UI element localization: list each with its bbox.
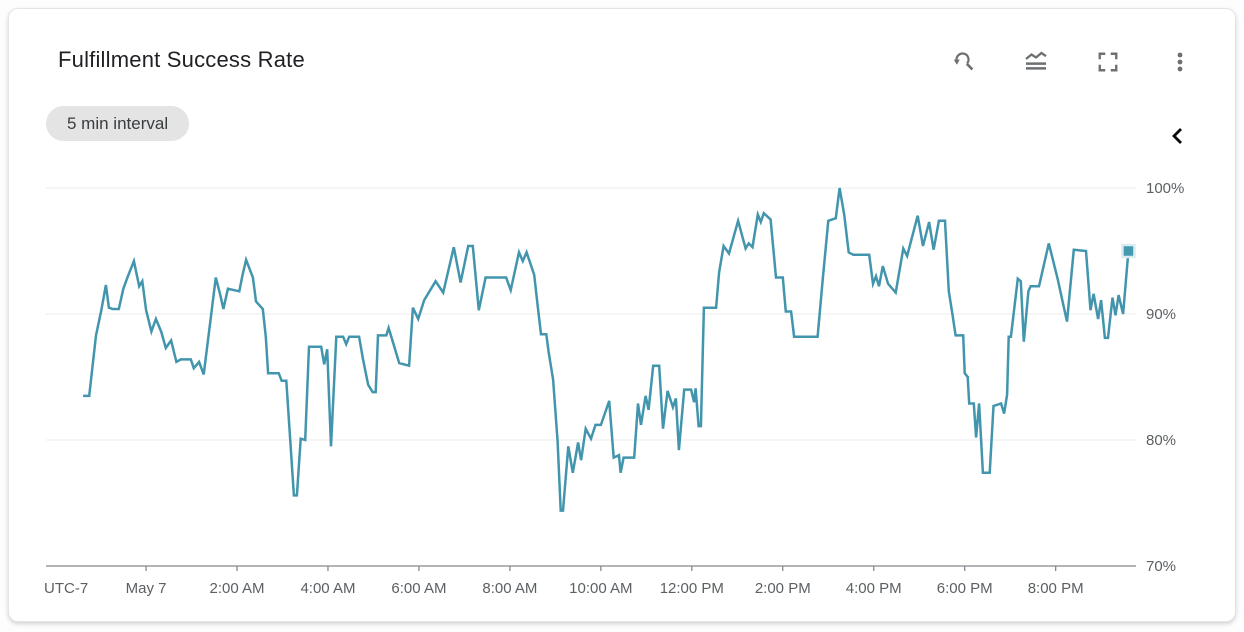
x-axis-label: 6:00 AM	[391, 580, 446, 597]
reset-zoom-button[interactable]	[952, 50, 976, 74]
timeseries-chart[interactable]: 70% 80% 90% 100% May 7 2:00 AM 4:00 AM 6:00 AM 8…	[9, 9, 1236, 622]
y-axis-label: 80%	[1146, 432, 1176, 449]
legend-toggle-button[interactable]	[1024, 50, 1048, 74]
reset-zoom-icon	[952, 50, 976, 74]
x-axis-label: 10:00 AM	[569, 580, 632, 597]
x-axis-label: May 7	[126, 580, 167, 597]
x-axis-label: 4:00 PM	[846, 580, 902, 597]
latest-value-marker	[1121, 243, 1136, 259]
legend-toggle-icon	[1024, 50, 1048, 74]
more-vert-icon	[1168, 50, 1192, 74]
fullscreen-button[interactable]	[1096, 50, 1120, 74]
series-line	[83, 187, 1130, 512]
x-axis-label: 12:00 PM	[660, 580, 724, 597]
interval-badge: 5 min interval	[46, 106, 190, 141]
x-axis-label: 4:00 AM	[300, 580, 355, 597]
x-axis-label: 2:00 PM	[755, 580, 811, 597]
chevron-left-icon	[1169, 128, 1187, 149]
x-axis-label: 6:00 PM	[937, 580, 993, 597]
collapse-panel-button[interactable]	[1169, 126, 1187, 146]
timezone-label: UTC-7	[44, 580, 88, 597]
y-axis-label: 100%	[1146, 180, 1184, 197]
x-axis-label: 2:00 AM	[209, 580, 264, 597]
y-axis-label: 90%	[1146, 306, 1176, 323]
x-axis-label: 8:00 PM	[1028, 580, 1084, 597]
chart-title: Fulfillment Success Rate	[58, 47, 305, 72]
more-options-button[interactable]	[1168, 50, 1192, 74]
y-axis-label: 70%	[1146, 558, 1176, 575]
chart-card: Fulfillment Success Rate 5 min interval	[8, 8, 1236, 622]
chart-toolbar	[952, 50, 1192, 74]
fullscreen-icon	[1097, 51, 1119, 73]
x-axis-label: 8:00 AM	[482, 580, 537, 597]
